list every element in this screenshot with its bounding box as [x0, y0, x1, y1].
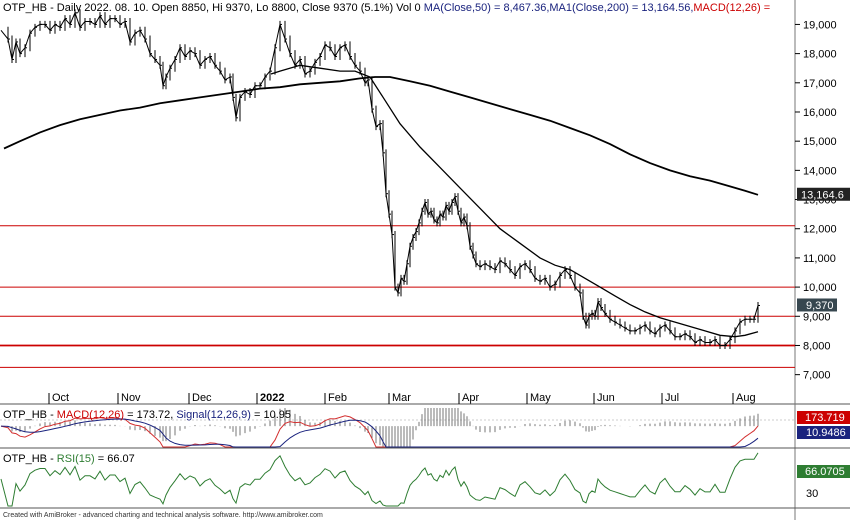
header-ohlc-info: - Daily 2022. 08. 10. Open 8850, Hi 9370…: [47, 2, 424, 14]
rsi-badge-text: 66.0705: [805, 466, 845, 478]
x-tick-label: Dec: [192, 392, 212, 404]
signal-badge-bg: [797, 426, 850, 439]
y-tick-label: 9,000: [803, 311, 831, 323]
x-tick-label: Feb: [328, 392, 347, 404]
close-value-badge: 9,370: [797, 298, 837, 312]
rsi-panel-value: = 66.07: [95, 453, 135, 465]
y-tick-label: 7,000: [803, 370, 831, 382]
header-ma50: MA(Close,50) = 8,467.36,: [424, 2, 550, 14]
rsi-panel: OTP_HB - RSI(15) = 66.07 30 66.0705: [0, 452, 850, 509]
close-badge-bg: [797, 298, 837, 312]
macd-panel-header: OTP_HB - MACD(12,26) = 173.72, Signal(12…: [3, 409, 291, 421]
y-tick-label: 19,000: [803, 19, 837, 31]
rsi-panel-label: RSI(15): [57, 453, 95, 465]
close-badge-text: 9,370: [806, 300, 834, 312]
y-tick-label: 16,000: [803, 107, 837, 119]
rsi-badge-bg: [797, 465, 850, 478]
rsi-value-badge: 66.0705: [797, 465, 850, 478]
y-tick-label: 18,000: [803, 49, 837, 61]
macd-badge-text: 173.719: [805, 412, 845, 424]
ma200-line: [3, 76, 759, 196]
rsi-line: [0, 452, 759, 507]
y-tick-label: 12,000: [803, 224, 837, 236]
ma50-line: [270, 64, 759, 338]
macd-panel: OTP_HB - MACD(12,26) = 173.72, Signal(12…: [0, 408, 850, 449]
y-tick-label: 14,000: [803, 165, 837, 177]
x-tick-label: Oct: [52, 392, 69, 404]
rsi-panel-symbol: OTP_HB: [3, 453, 47, 465]
signal-value-badge: 10.9486: [797, 426, 850, 439]
macd-panel-macd-value: = 173.72,: [124, 409, 176, 421]
macd-panel-signal-label: Signal(12,26,9): [176, 409, 251, 421]
y-tick-label: 8,000: [803, 340, 831, 352]
header-macd: MACD(12,26) =: [693, 2, 770, 14]
y-tick-label: 10,000: [803, 282, 837, 294]
header-symbol: OTP_HB: [3, 2, 47, 14]
x-tick-label: 2022: [260, 392, 284, 404]
macd-histogram: [7, 408, 759, 447]
y-tick-label: 17,000: [803, 78, 837, 90]
macd-panel-macd-label: MACD(12,26): [57, 409, 124, 421]
ma200-badge-bg: [797, 187, 850, 201]
macd-panel-signal-value: = 10.95: [251, 409, 291, 421]
rsi-y-tick-30: 30: [806, 488, 818, 500]
chart-header: OTP_HB - Daily 2022. 08. 10. Open 8850, …: [3, 2, 770, 14]
rsi-panel-header: OTP_HB - RSI(15) = 66.07: [3, 453, 135, 465]
signal-badge-text: 10.9486: [806, 427, 846, 439]
signal-line: [0, 418, 759, 448]
macd-badge-bg: [797, 411, 850, 424]
x-tick-label: Apr: [462, 392, 479, 404]
x-tick-label: Jun: [597, 392, 615, 404]
x-tick-label: Aug: [736, 392, 756, 404]
ma200-badge-text: 13,164.6: [801, 189, 844, 201]
price-ohlc-series: [0, 11, 759, 346]
x-tick-label: Mar: [392, 392, 411, 404]
macd-panel-symbol: OTP_HB: [3, 409, 47, 421]
ma200-value-badge: 13,164.6: [797, 187, 850, 201]
header-ma200: MA1(Close,200) = 13,164.56,: [549, 2, 693, 14]
ohlc-bars: [7, 9, 760, 349]
x-tick-label: Nov: [121, 392, 141, 404]
macd-value-badge: 173.719: [797, 411, 850, 424]
x-tick-label: May: [530, 392, 551, 404]
time-axis: Oct Nov Dec 2022 Feb Mar Apr May Jun Jul Aug: [48, 392, 756, 404]
y-tick-label: 11,000: [803, 253, 836, 265]
y-tick-label: 15,000: [803, 136, 837, 148]
footer-credit: Created with AmiBroker - advanced charti…: [3, 512, 323, 519]
x-tick-label: Jul: [665, 392, 679, 404]
